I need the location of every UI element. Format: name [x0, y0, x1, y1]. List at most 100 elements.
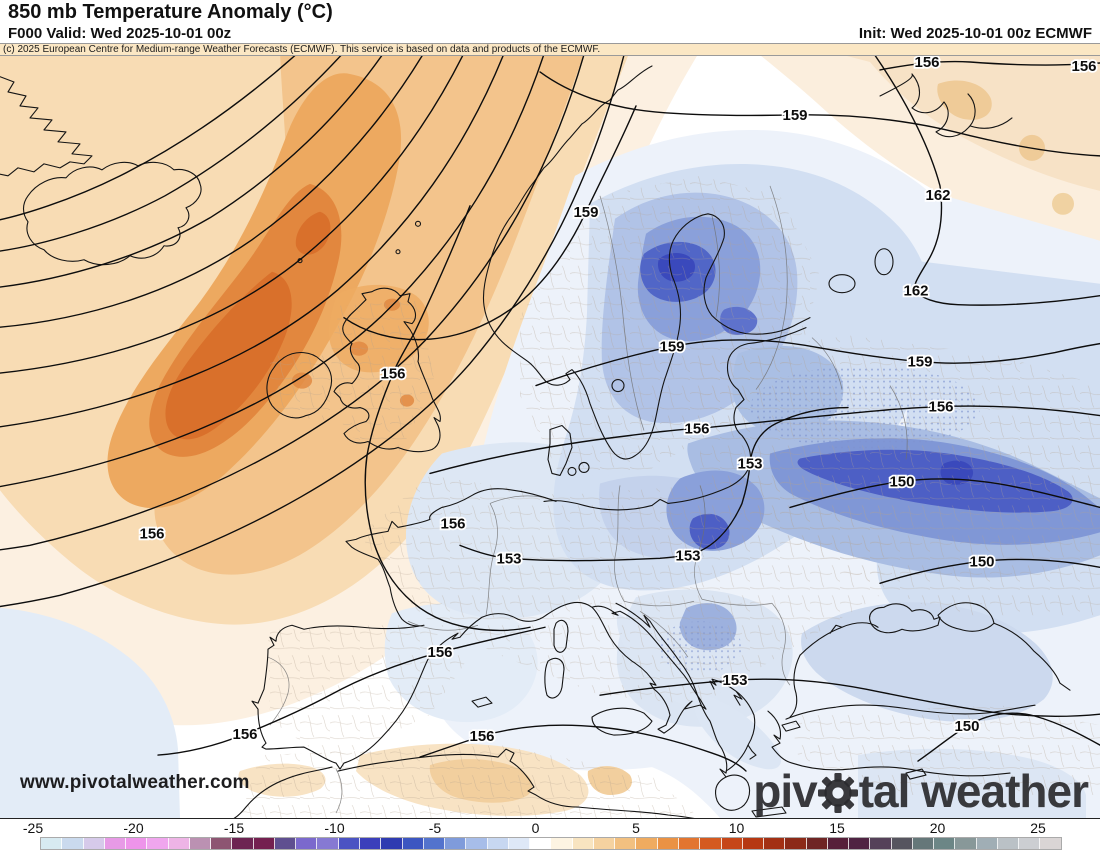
- colorbar-cell: [1040, 838, 1061, 849]
- model-init-label: Init: Wed 2025-10-01 00z ECMWF: [858, 25, 1092, 42]
- colorbar-cell: [423, 838, 446, 849]
- colorbar-cell: [657, 838, 679, 849]
- colorbar-cell: [126, 838, 148, 849]
- colorbar-cell: [870, 838, 892, 849]
- brand-text-post: tal weather: [858, 765, 1089, 817]
- colorbar-cell: [402, 838, 424, 849]
- colorbar-tick-label: 20: [929, 820, 946, 836]
- contour-label: 156: [427, 644, 452, 661]
- colorbar-tick-label: -25: [22, 820, 44, 836]
- contour-label: 159: [659, 339, 684, 356]
- country-borders: [267, 185, 908, 814]
- coastlines: [0, 65, 1071, 818]
- gear-icon: [817, 773, 858, 813]
- contour-label: 156: [684, 421, 709, 438]
- contour-label: 153: [496, 550, 521, 567]
- colorbar-tick-label: 0: [531, 820, 540, 836]
- contour-label: 153: [737, 455, 762, 472]
- colorbar-tick-label: 25: [1030, 820, 1046, 836]
- contour-label: 156: [380, 366, 405, 383]
- contour-label: 162: [925, 187, 950, 204]
- colorbar-cell: [827, 838, 850, 849]
- colorbar-tick-label: 10: [728, 820, 745, 836]
- colorbar-cell: [593, 838, 616, 849]
- colorbar-cell: [445, 838, 467, 849]
- colorbar-tick-label: 5: [632, 820, 640, 836]
- height-contours: [0, 56, 1100, 772]
- colorbar-cell: [891, 838, 913, 849]
- colorbar-cell: [721, 838, 743, 849]
- colorbar-cell: [785, 838, 807, 849]
- brand-text-pre: piv: [753, 765, 817, 817]
- contour-label: 162: [903, 283, 928, 300]
- colorbar-cell: [742, 838, 765, 849]
- colorbar-cell: [806, 838, 828, 849]
- colorbar-cell: [189, 838, 212, 849]
- contour-label: 159: [782, 107, 807, 124]
- colorbar-cell: [572, 838, 594, 849]
- colorbar-cell: [253, 838, 275, 849]
- admin-borders-texture: [240, 175, 1100, 818]
- contour-label: 156: [928, 399, 953, 416]
- contour-label: 159: [573, 204, 598, 221]
- colorbar-tick-label: -20: [123, 820, 144, 836]
- colorbar-cell: [976, 838, 998, 849]
- colorbar-cell: [83, 838, 105, 849]
- contour-label: 153: [675, 547, 700, 564]
- contour-label: 159: [907, 354, 932, 371]
- pivotal-weather-logo: piv: [753, 764, 1089, 818]
- colorbar-cell: [232, 838, 254, 849]
- colorbar-cell: [551, 838, 573, 849]
- colorbar-cell: [381, 838, 403, 849]
- contour-label: 150: [954, 718, 979, 735]
- colorbar-cell: [296, 838, 318, 849]
- map-canvas: 156 156 159 162 159 162 159 159 156 156 156 153 150 1…: [0, 56, 1100, 819]
- contour-label: 153: [722, 672, 747, 689]
- anomaly-map-graphic: 156 156 159 162 159 162 159 159 156 156 156 153 150 1…: [0, 56, 1100, 818]
- colorbar-cell: [168, 838, 190, 849]
- contour-label: 156: [914, 56, 939, 71]
- colorbar-cell: [338, 838, 360, 849]
- contour-label: 156: [232, 726, 257, 743]
- contour-label: 156: [1071, 58, 1096, 75]
- colorbar-cell: [530, 838, 552, 849]
- colorbar-cell: [1019, 838, 1041, 849]
- watermark-url: www.pivotalweather.com: [20, 772, 250, 793]
- colorbar-cell: [211, 838, 233, 849]
- colorbar-cell: [615, 838, 637, 849]
- colorbar: [40, 837, 1062, 850]
- contour-label: 156: [139, 525, 164, 542]
- colorbar-cell: [912, 838, 935, 849]
- colorbar-cell: [41, 838, 63, 849]
- colorbar-cell: [997, 838, 1020, 849]
- colorbar-cell: [317, 838, 339, 849]
- colorbar-cell: [104, 838, 127, 849]
- colorbar-cell: [274, 838, 297, 849]
- colorbar-cell: [359, 838, 382, 849]
- contour-label: 156: [469, 728, 494, 745]
- colorbar-scale: -25 -20 -15 -10 -5 0 5 10 15 20 25: [0, 819, 1100, 850]
- colorbar-tick-label: 15: [829, 820, 845, 836]
- colorbar-cell: [62, 838, 84, 849]
- colorbar-cell: [636, 838, 658, 849]
- colorbar-cell: [147, 838, 169, 849]
- colorbar-ticks: -25 -20 -15 -10 -5 0 5 10 15 20 25: [0, 820, 1100, 837]
- colorbar-cell: [466, 838, 488, 849]
- forecast-valid-label: F000 Valid: Wed 2025-10-01 00z: [8, 25, 232, 42]
- contour-label: 156: [440, 515, 465, 532]
- copyright-bar: (c) 2025 European Centre for Medium-rang…: [0, 43, 1100, 56]
- page-title: 850 mb Temperature Anomaly (°C): [8, 1, 333, 23]
- colorbar-tick-label: -15: [223, 820, 245, 836]
- colorbar-tick-label: -5: [428, 820, 442, 836]
- header: 850 mb Temperature Anomaly (°C) F000 Val…: [0, 0, 1100, 43]
- contour-label: 150: [969, 553, 994, 570]
- colorbar-cell: [700, 838, 722, 849]
- colorbar-cell: [764, 838, 786, 849]
- contour-labels: 156 156 159 162 159 162 159 159 156 156 156 153 150 1…: [138, 56, 1099, 747]
- colorbar-cell: [955, 838, 977, 849]
- colorbar-cell: [934, 838, 956, 849]
- colorbar-cell: [849, 838, 871, 849]
- colorbar-cell: [487, 838, 509, 849]
- colorbar-cell: [678, 838, 701, 849]
